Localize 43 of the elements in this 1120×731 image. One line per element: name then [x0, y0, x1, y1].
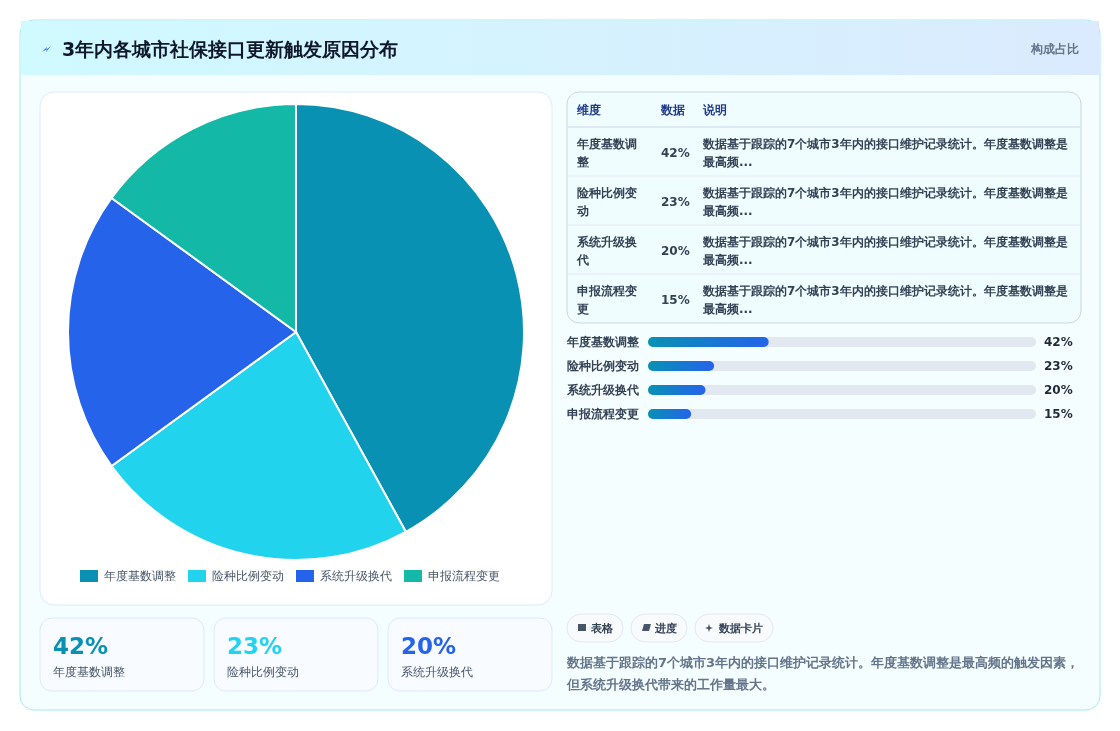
text: 进度 — [654, 622, 677, 635]
text: 险种比例变动 — [576, 186, 637, 218]
text: 构成占比 — [1030, 42, 1079, 56]
legend-label: 年度基数调整 — [104, 569, 176, 583]
text: 说明 — [702, 103, 727, 117]
legend-label: 申报流程变更 — [428, 569, 500, 583]
category-label: 险种比例变动 — [567, 359, 639, 373]
text: 年度基数调整 — [576, 137, 637, 169]
bar — [648, 409, 692, 419]
text: 系统升级换代 — [576, 235, 637, 267]
legend-label: 系统升级换代 — [320, 569, 392, 583]
bar — [648, 337, 769, 347]
text: 23% — [661, 195, 690, 209]
category-label: 系统升级换代 — [567, 383, 639, 397]
text: 20% — [661, 244, 690, 258]
text: 数据基于跟踪的7个城市3年内的接口维护记录统计。年度基数调整是最高频... — [702, 137, 1068, 169]
text: 险种比例变动 — [227, 665, 299, 679]
text: 数据基于跟踪的7个城市3年内的接口维护记录统计。年度基数调整是最高频... — [702, 186, 1068, 218]
data-label: 42% — [1044, 335, 1073, 349]
text: 3年内各城市社保接口更新触发原因分布 — [62, 38, 399, 60]
text: 数据基于跟踪的7个城市3年内的接口维护记录统计。年度基数调整是最高频... — [702, 235, 1068, 267]
text: 42% — [661, 146, 690, 160]
text: 15% — [661, 293, 690, 307]
text: 数据 — [660, 103, 685, 117]
category-label: 申报流程变更 — [567, 407, 639, 421]
text: 表格 — [590, 622, 614, 635]
bar — [648, 385, 706, 395]
text: 42% — [53, 633, 109, 659]
text: 23% — [227, 633, 283, 659]
text: 申报流程变更 — [577, 284, 637, 316]
text: 年度基数调整 — [53, 665, 125, 679]
data-label: 20% — [1044, 383, 1073, 397]
text: 数据基于跟踪的7个城市3年内的接口维护记录统计。年度基数调整是最高频... — [702, 284, 1068, 316]
bar — [648, 361, 715, 371]
category-label: 年度基数调整 — [567, 335, 639, 349]
text: 20% — [401, 633, 457, 659]
data-label: 23% — [1044, 359, 1073, 373]
text: 数据卡片 — [718, 622, 763, 635]
data-label: 15% — [1044, 407, 1073, 421]
text: 数据基于跟踪的7个城市3年内的接口维护记录统计。年度基数调整是最高频的触发因素，但系统升级换代带来的工作量最大。 — [566, 655, 1080, 692]
text: 系统升级换代 — [401, 665, 473, 679]
text: 维度 — [576, 103, 601, 117]
legend-label: 险种比例变动 — [212, 569, 284, 583]
